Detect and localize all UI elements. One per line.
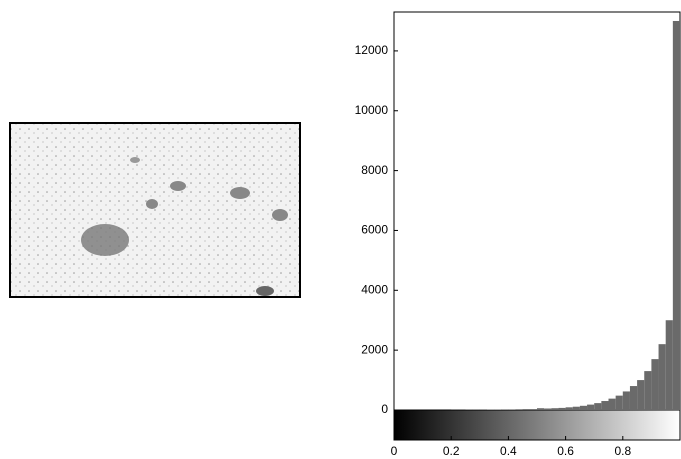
y-tick-label: 6000 [361,223,388,237]
bar [658,344,666,410]
bar [558,407,566,410]
bar [579,405,588,410]
bar [529,409,537,410]
bar [544,408,552,410]
bar [522,409,530,410]
x-tick-label: 0 [391,444,398,458]
colorbar [393,409,681,441]
bar [651,359,659,410]
bar [637,380,645,410]
x-tick-label: 0.4 [500,444,517,458]
bar [551,408,559,410]
bar [644,371,652,410]
bar [665,320,673,410]
bar [622,391,630,410]
bar [537,408,545,410]
bar [594,403,602,410]
y-tick-label: 8000 [361,163,388,177]
bar [508,409,516,410]
y-tick-label: 10000 [355,103,389,117]
x-tick-label: 0.6 [557,444,574,458]
y-tick-label: 2000 [361,342,388,356]
bar [672,20,680,410]
bar [629,386,638,410]
y-tick-label: 0 [381,402,388,416]
bar [601,401,609,410]
bar [565,407,573,410]
x-tick-label: 0.2 [443,444,460,458]
y-tick-label: 4000 [361,282,388,296]
y-tick-label: 12000 [355,43,389,57]
bar [615,395,623,410]
image [9,122,301,298]
bar [515,409,523,410]
x-tick-label: 0.8 [614,444,631,458]
bar [608,398,616,410]
bar [572,406,580,410]
plot-area [393,11,681,411]
bar [501,409,509,410]
bar [587,404,595,410]
